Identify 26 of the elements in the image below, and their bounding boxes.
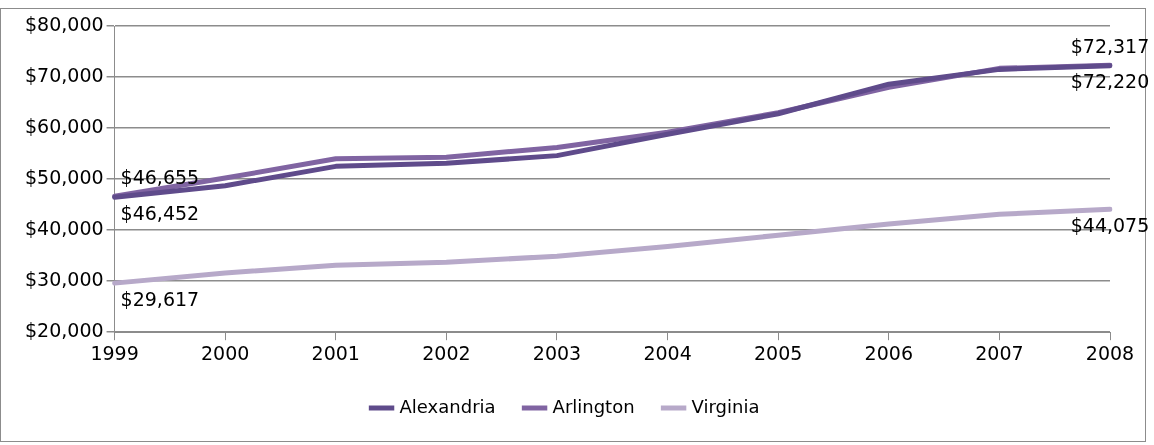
- x-tick-label: 2002: [422, 341, 471, 364]
- x-tick-label: 2000: [200, 341, 250, 364]
- y-tick-label: $50,000: [24, 166, 104, 189]
- annotation: $72,220: [1070, 70, 1150, 93]
- x-tick-label: 2007: [975, 341, 1024, 364]
- x-tick-label: 2005: [754, 341, 803, 364]
- legend-label: Alexandria: [399, 395, 496, 417]
- y-tick-label: $70,000: [24, 63, 104, 86]
- y-tick-label: $80,000: [24, 12, 104, 35]
- x-tick-label: 2003: [532, 341, 582, 364]
- legend-label: Virginia: [691, 395, 760, 417]
- x-tick-label: 1999: [90, 341, 139, 364]
- y-tick-label: $20,000: [24, 319, 104, 342]
- annotation: $29,617: [120, 287, 200, 310]
- legend-label: Arlington: [552, 395, 635, 417]
- x-tick-label: 2008: [1085, 341, 1135, 364]
- y-tick-label: $60,000: [24, 115, 104, 137]
- y-tick-label: $30,000: [24, 268, 104, 291]
- x-tick-label: 2006: [864, 341, 913, 364]
- annotation: $46,655: [120, 165, 200, 188]
- annotation: $46,452: [120, 201, 200, 224]
- x-tick-label: 2001: [311, 341, 360, 364]
- annotation: $72,317: [1070, 34, 1150, 57]
- x-tick-label: 2004: [643, 341, 692, 364]
- y-tick-label: $40,000: [24, 217, 104, 240]
- annotation: $44,075: [1070, 213, 1150, 236]
